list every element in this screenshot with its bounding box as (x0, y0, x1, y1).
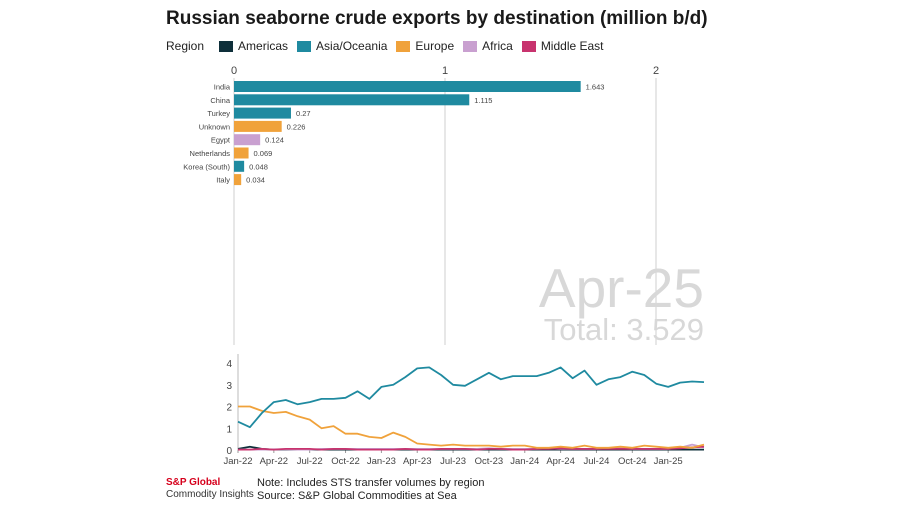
bar-value-netherlands: 0.069 (254, 149, 273, 158)
category-label-india: India (214, 83, 231, 92)
bar-turkey (234, 107, 291, 119)
chart-title: Russian seaborne crude exports by destin… (166, 8, 708, 29)
x-tick-label-Apr-23: Apr-23 (403, 456, 432, 467)
x-tick-label-Jul-24: Jul-24 (584, 456, 610, 467)
bar-value-egypt: 0.124 (265, 136, 284, 145)
x-tick-label-2: 2 (653, 65, 659, 77)
bar-china (234, 94, 470, 106)
bar-value-india: 1.643 (586, 83, 605, 92)
line-chart: 0 1 2 3 4 Jan-22 Apr-22 Jul-22 Oct-22 Jan-23 Apr-2… (223, 354, 705, 467)
footnote: Note: Includes STS transfer volumes by r… (257, 477, 484, 503)
legend-text-africa: Africa (482, 39, 513, 53)
legend-item-africa[interactable]: Africa (463, 39, 513, 53)
legend-item-americas[interactable]: Americas (219, 39, 288, 53)
brand-subtitle: Commodity Insights (166, 489, 254, 500)
legend-swatch-asia-oceania (297, 40, 312, 52)
legend-swatch-americas (219, 40, 234, 52)
category-label-korea-south: Korea (South) (183, 162, 230, 171)
brand-name: S&P Global (166, 477, 221, 488)
bar-netherlands (234, 147, 249, 159)
bar-value-china: 1.115 (474, 96, 492, 105)
x-tick-label-Jul-23: Jul-23 (440, 456, 466, 467)
x-tick-label-Apr-22: Apr-22 (260, 456, 289, 467)
y-tick-label-2: 2 (226, 403, 232, 414)
bar-india (234, 81, 581, 92)
category-label-unknown: Unknown (199, 122, 230, 131)
bar-egypt (234, 134, 261, 146)
x-tick-label-Jan-23: Jan-23 (367, 456, 396, 467)
legend-label: Region (166, 39, 205, 53)
x-tick-label-Oct-22: Oct-22 (331, 456, 360, 467)
bar-unknown (234, 120, 282, 132)
x-tick-label-0: 0 (231, 65, 237, 77)
legend-text-asia-oceania: Asia/Oceania (316, 39, 388, 53)
legend-swatch-middle-east (521, 40, 536, 52)
bar-value-korea-south: 0.048 (249, 162, 268, 171)
x-tick-label-Jan-22: Jan-22 (223, 456, 252, 467)
x-tick-label-Oct-24: Oct-24 (618, 456, 647, 467)
legend-text-americas: Americas (238, 39, 289, 53)
category-label-italy: Italy (216, 176, 230, 185)
legend-swatch-africa (463, 40, 478, 52)
y-tick-label-0: 0 (226, 446, 232, 457)
legend-text-europe: Europe (415, 39, 455, 53)
series-line-europe (238, 405, 705, 449)
bar-italy (234, 174, 242, 186)
category-label-egypt: Egypt (211, 136, 231, 145)
category-label-china: China (210, 96, 230, 105)
y-tick-label-1: 1 (226, 424, 232, 435)
bar-korea-south (234, 160, 245, 172)
bar-value-turkey: 0.27 (296, 109, 311, 118)
legend: Region Americas Asia/Oceania Europe Afri… (166, 39, 604, 53)
legend-item-europe[interactable]: Europe (396, 39, 454, 53)
legend-text-middle-east: Middle East (540, 39, 604, 53)
x-tick-label-Oct-23: Oct-23 (475, 456, 504, 467)
series-line-middle-east (238, 445, 705, 451)
x-tick-label-Apr-24: Apr-24 (546, 456, 575, 467)
bar-value-italy: 0.034 (246, 176, 265, 185)
bar-chart: 0 1 2 India 1.643 China 1.115 Turkey 0.27 Unknown… (183, 65, 659, 345)
legend-item-asia-oceania[interactable]: Asia/Oceania (297, 39, 387, 53)
source-text: Source: S&P Global Commodities at Sea (257, 490, 457, 502)
brand-logo: S&P Global Commodity Insights (166, 477, 254, 501)
overlay-total: Total: 3.529 (544, 312, 704, 347)
x-tick-label-1: 1 (442, 65, 448, 77)
overlay-date: Apr-25 (539, 257, 704, 319)
x-tick-label-Jan-24: Jan-24 (510, 456, 539, 467)
legend-item-middle-east[interactable]: Middle East (521, 39, 604, 53)
category-label-netherlands: Netherlands (190, 149, 231, 158)
y-tick-label-3: 3 (226, 381, 232, 392)
y-tick-label-4: 4 (226, 359, 232, 370)
x-tick-label-Jan-25: Jan-25 (654, 456, 683, 467)
bar-value-unknown: 0.226 (287, 122, 306, 131)
note-text: Note: Includes STS transfer volumes by r… (257, 477, 485, 489)
x-tick-label-Jul-22: Jul-22 (297, 456, 323, 467)
category-label-turkey: Turkey (207, 109, 230, 118)
legend-swatch-europe (396, 40, 411, 52)
series-line-asia-oceania (237, 366, 705, 429)
